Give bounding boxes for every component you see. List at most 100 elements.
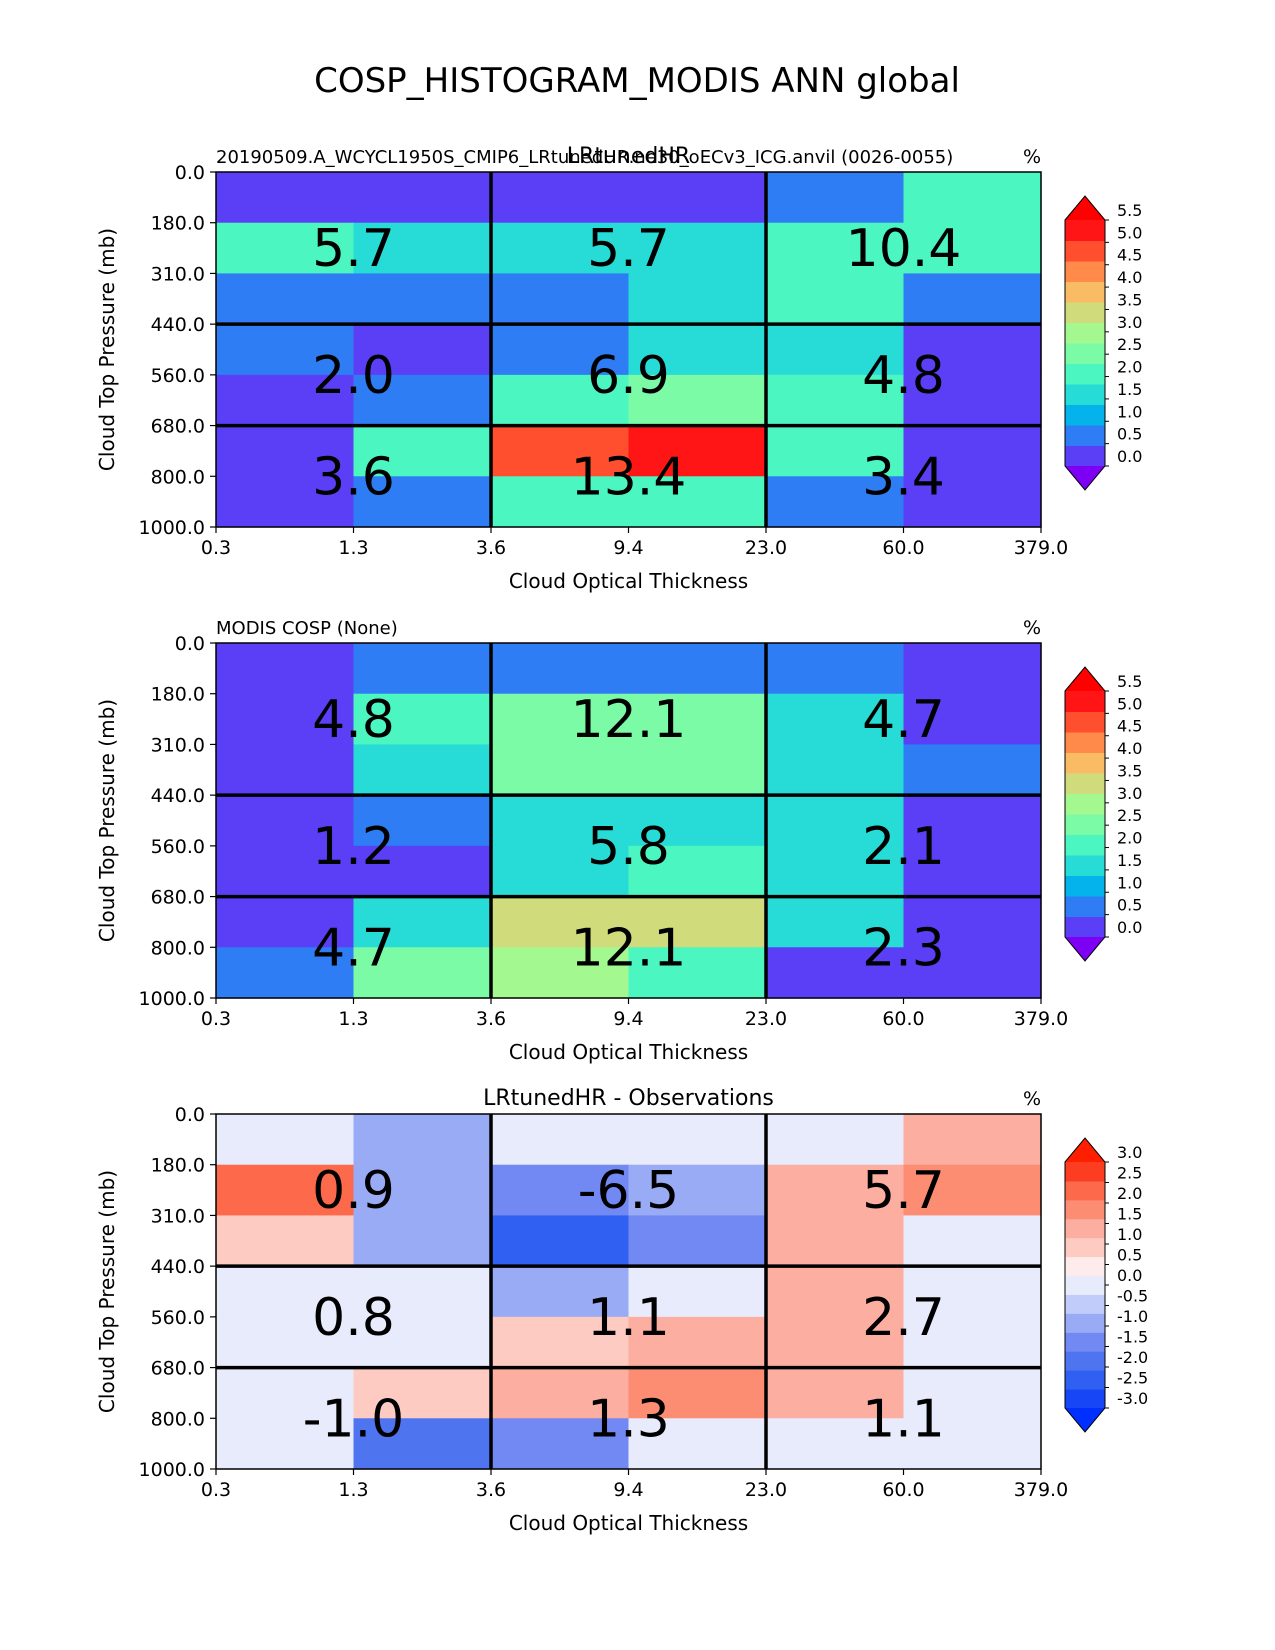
y-tick-label: 800.0 <box>151 466 205 488</box>
heatmap-cell <box>353 172 492 224</box>
y-tick-label: 0.0 <box>175 162 205 184</box>
colorbar-tick-label: 0.0 <box>1117 918 1142 937</box>
figure-title: COSP_HISTOGRAM_MODIS ANN global <box>314 61 960 101</box>
heatmap-cell <box>766 273 905 325</box>
colorbar-segment <box>1065 916 1105 938</box>
heatmap-cell <box>628 845 767 898</box>
block-value-label: 2.7 <box>862 1288 945 1348</box>
heatmap-cell <box>216 845 355 898</box>
panel-center-title: LRtunedHR - Observations <box>483 1086 774 1111</box>
heatmap-cell <box>216 1418 355 1470</box>
heatmap-cell <box>766 1316 905 1369</box>
heatmap-cell <box>903 324 1042 376</box>
heatmap-cell <box>628 795 767 847</box>
heatmap-cell <box>353 1164 492 1217</box>
heatmap-cell <box>491 1215 630 1267</box>
heatmap-cell <box>216 222 355 275</box>
heatmap-cell <box>491 273 630 325</box>
y-tick-label: 310.0 <box>151 1205 205 1227</box>
panel-units-label: % <box>1023 617 1041 639</box>
colorbar-tick-label: 5.0 <box>1117 223 1142 242</box>
block-value-label: 4.7 <box>312 918 395 978</box>
colorbar-segment <box>1065 1370 1105 1390</box>
panel-units-label: % <box>1023 1088 1041 1110</box>
heatmap-cell <box>628 273 767 325</box>
block-value-label: 6.9 <box>587 346 670 406</box>
x-tick-label: 3.6 <box>476 537 506 559</box>
colorbar-segment <box>1065 1313 1105 1333</box>
heatmap-cell <box>353 273 492 325</box>
heatmap-cell <box>766 374 905 427</box>
heatmap-cell <box>216 1266 355 1318</box>
heatmap-cell <box>216 744 355 796</box>
block-value-label: 0.9 <box>312 1161 395 1221</box>
x-tick-label: 1.3 <box>338 1479 368 1501</box>
heatmap-cell <box>766 1367 905 1419</box>
heatmap-cell <box>628 896 767 948</box>
colorbar-segment <box>1065 896 1105 917</box>
colorbar-tick-label: -3.0 <box>1117 1389 1148 1408</box>
colorbar-extend-max <box>1065 667 1105 691</box>
heatmap-cell <box>628 1316 767 1369</box>
colorbar-segment <box>1065 1199 1105 1220</box>
colorbar-tick-label: 4.0 <box>1117 739 1142 758</box>
heatmap-cell <box>353 374 492 427</box>
block-value-label: 0.8 <box>312 1288 395 1348</box>
y-axis-label: Cloud Top Pressure (mb) <box>95 228 119 471</box>
colorbar-extend-min <box>1065 466 1105 490</box>
y-tick-label: 180.0 <box>151 213 205 235</box>
colorbar-tick-label: 0.0 <box>1117 447 1142 466</box>
heatmap-cell <box>903 693 1042 746</box>
colorbar-tick-label: 1.0 <box>1117 1225 1142 1244</box>
heatmap-cell <box>353 425 492 477</box>
heatmap-cell <box>353 1316 492 1369</box>
heatmap-cell <box>491 693 630 746</box>
heatmap-cell <box>766 222 905 275</box>
colorbar-segment <box>1065 1218 1105 1239</box>
heatmap-cell <box>903 744 1042 796</box>
block-value-label: 13.4 <box>571 447 687 507</box>
x-tick-label: 23.0 <box>745 537 787 559</box>
heatmap-cell <box>216 476 355 528</box>
colorbar-extend-max <box>1065 1138 1105 1162</box>
x-tick-label: 0.3 <box>201 1479 231 1501</box>
heatmap-cell <box>628 324 767 376</box>
colorbar-tick-label: 3.5 <box>1117 290 1142 309</box>
colorbar-segment <box>1065 732 1105 753</box>
block-value-label: 2.0 <box>312 346 395 406</box>
block-value-label: 5.7 <box>312 219 395 279</box>
heatmap-cell <box>628 476 767 528</box>
heatmap-cell <box>491 643 630 695</box>
heatmap-cell <box>491 845 630 898</box>
y-tick-label: 680.0 <box>151 1358 205 1380</box>
heatmap-cell <box>353 947 492 999</box>
colorbar-segment <box>1065 773 1105 794</box>
heatmap-cell <box>216 324 355 376</box>
x-tick-label: 3.6 <box>476 1479 506 1501</box>
heatmap-cell <box>903 845 1042 898</box>
block-value-label: 4.8 <box>862 346 945 406</box>
colorbar-segment <box>1065 711 1105 733</box>
heatmap-cell <box>766 795 905 847</box>
colorbar-segment <box>1065 1294 1105 1314</box>
colorbar-tick-label: 1.0 <box>1117 402 1142 421</box>
x-tick-label: 60.0 <box>882 1008 924 1030</box>
colorbar-tick-label: 5.0 <box>1117 694 1142 713</box>
heatmap-cell <box>353 744 492 796</box>
colorbar-tick-label: 5.5 <box>1117 201 1142 220</box>
y-tick-label: 560.0 <box>151 836 205 858</box>
colorbar-segment <box>1065 384 1105 405</box>
heatmap-cell <box>491 222 630 275</box>
colorbar-segment <box>1065 834 1105 856</box>
heatmap-cell <box>216 1164 355 1217</box>
heatmap-cell <box>766 324 905 376</box>
colorbar-tick-label: 2.5 <box>1117 806 1142 825</box>
colorbar-tick-label: 5.5 <box>1117 672 1142 691</box>
colorbar-segment <box>1065 1389 1105 1409</box>
block-value-label: 10.4 <box>846 219 962 279</box>
heatmap-cell <box>216 947 355 999</box>
heatmap-cell <box>353 324 492 376</box>
colorbar-segment <box>1065 404 1105 426</box>
heatmap-cell <box>903 643 1042 695</box>
heatmap-cell <box>353 222 492 275</box>
